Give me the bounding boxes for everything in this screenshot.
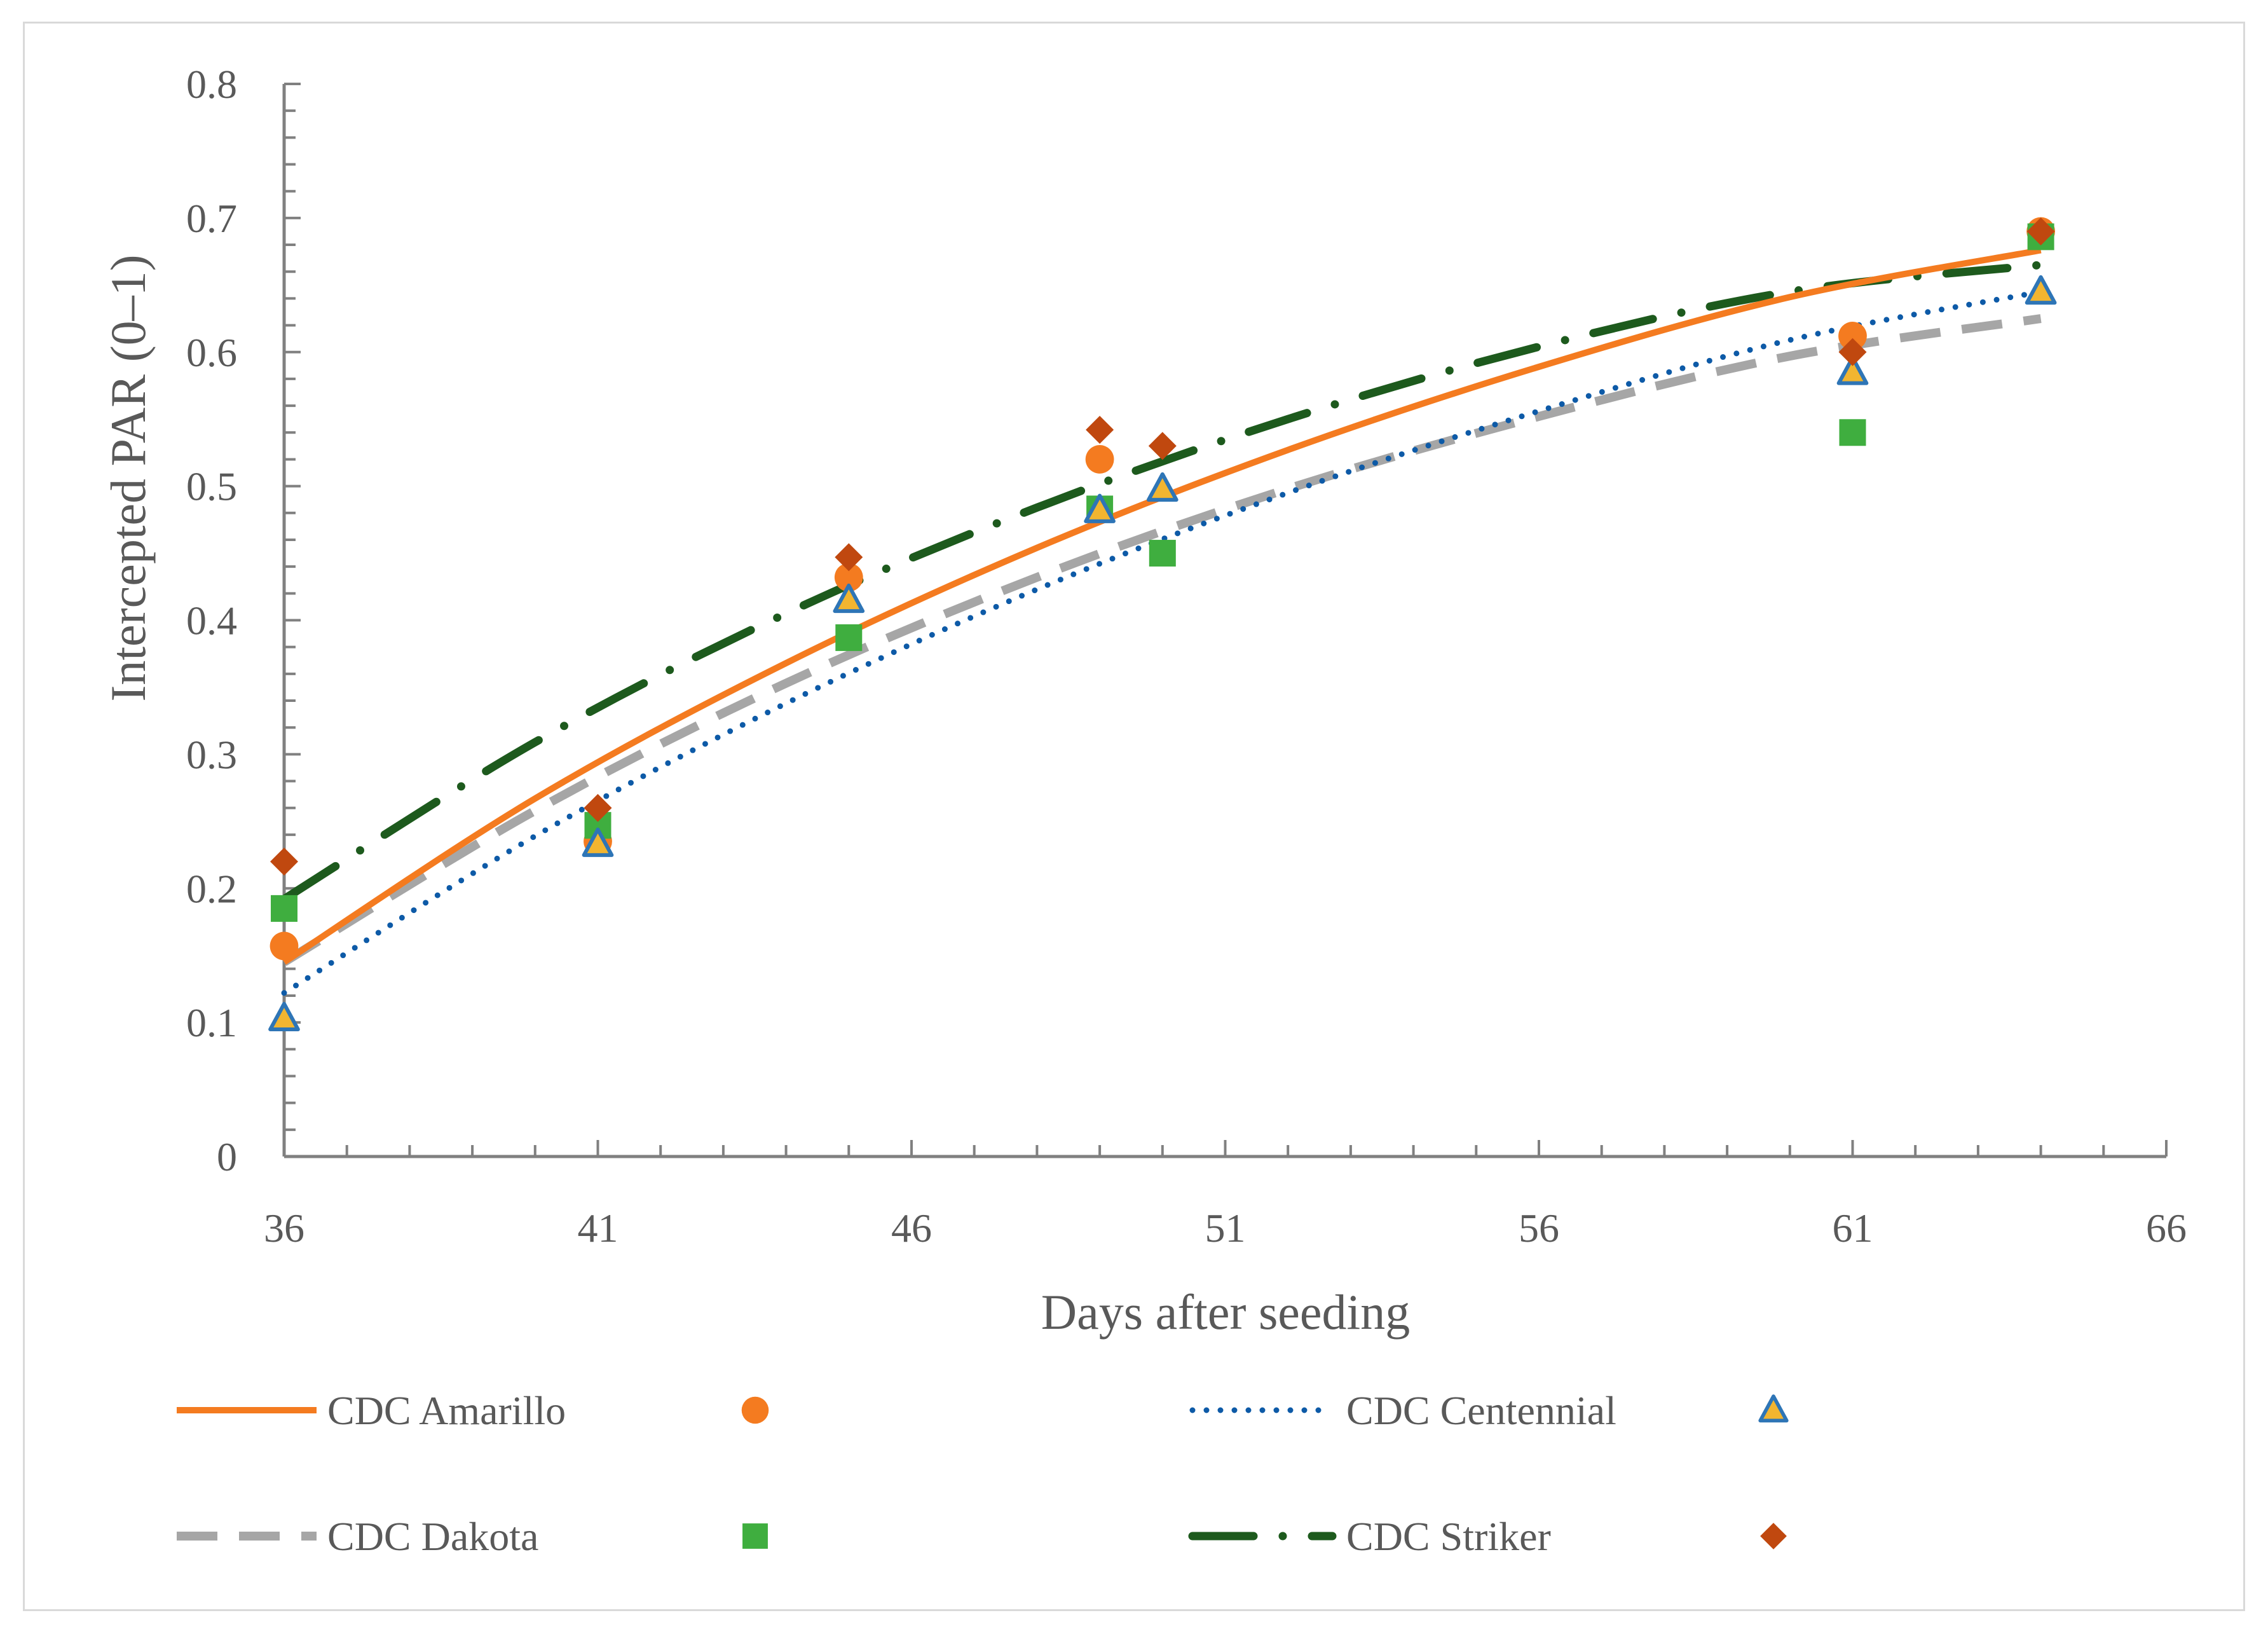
marker-diamond-point — [1148, 432, 1177, 460]
marker-triangle-point — [582, 827, 614, 857]
y-tick-label: 0.2 — [186, 866, 237, 911]
marker-diamond-point — [270, 848, 298, 876]
y-tick-label: 0.3 — [186, 732, 237, 777]
marker-diamond-point — [2026, 217, 2055, 245]
x-tick-label: 56 — [1519, 1205, 1559, 1251]
y-tick-label: 0.7 — [186, 196, 237, 241]
chart-frame — [23, 22, 2245, 1611]
marker-square-point — [1149, 540, 1176, 567]
data-markers — [268, 217, 2057, 1032]
x-tick-label: 46 — [891, 1205, 932, 1251]
y-tick-label: 0.1 — [186, 1000, 237, 1045]
marker-diamond-point — [835, 543, 863, 572]
marker-triangle-point — [1084, 493, 1116, 523]
trendline-cdc-striker — [280, 261, 2046, 903]
y-tick-label: 0.6 — [186, 330, 237, 375]
trendlines — [280, 247, 2046, 996]
marker-square-point — [835, 624, 863, 651]
x-tick-label: 41 — [578, 1205, 618, 1251]
marker-diamond-point — [584, 793, 612, 822]
legend-label-cdc-dakota: CDC Dakota — [327, 1514, 538, 1559]
y-tick-label: 0.8 — [186, 62, 237, 107]
legend-marker-cdc-dakota — [742, 1523, 768, 1549]
y-tick-label: 0 — [217, 1134, 237, 1179]
trendline-cdc-centennial — [281, 289, 2044, 996]
marker-circle-point — [270, 931, 299, 961]
trendline-cdc-dakota — [282, 314, 2042, 966]
x-tick-label: 51 — [1205, 1205, 1246, 1251]
legend-marker-cdc-striker — [1760, 1523, 1787, 1549]
legend-marker-cdc-centennial — [1758, 1394, 1789, 1423]
x-tick-label: 61 — [1833, 1205, 1873, 1251]
marker-triangle-point — [1836, 355, 1869, 385]
legend: CDC Amarillo CDC Centennial CDC Dakota CDC … — [177, 1388, 1789, 1559]
legend-label-cdc-striker: CDC Striker — [1346, 1514, 1551, 1559]
marker-diamond-point — [1086, 416, 1114, 444]
legend-marker-cdc-amarillo — [741, 1396, 769, 1424]
x-tick-label: 36 — [264, 1205, 304, 1251]
axes: 0 0.1 0.2 0.3 0.4 0.5 0.6 0.7 0.8 36 41 46 51 56 61 66 — [186, 62, 2187, 1251]
marker-triangle-point — [833, 583, 865, 614]
marker-diamond-point — [1838, 338, 1867, 366]
x-tick-label: 66 — [2146, 1205, 2187, 1251]
legend-label-cdc-centennial: CDC Centennial — [1346, 1388, 1616, 1433]
marker-circle-point — [1838, 322, 1867, 350]
x-axis-title: Days after seeding — [1041, 1284, 1410, 1340]
marker-triangle-point — [268, 1001, 300, 1032]
marker-square-point — [271, 895, 297, 922]
y-tick-label: 0.4 — [186, 598, 237, 643]
marker-circle-point — [1085, 445, 1114, 474]
y-tick-label: 0.5 — [186, 464, 237, 509]
marker-circle-point — [834, 563, 863, 592]
y-axis-title: Intercepted PAR (0–1) — [100, 254, 156, 701]
legend-label-cdc-amarillo: CDC Amarillo — [327, 1388, 566, 1433]
marker-triangle-point — [2025, 275, 2057, 305]
marker-triangle-point — [1146, 472, 1178, 502]
marker-square-point — [1839, 419, 1866, 446]
